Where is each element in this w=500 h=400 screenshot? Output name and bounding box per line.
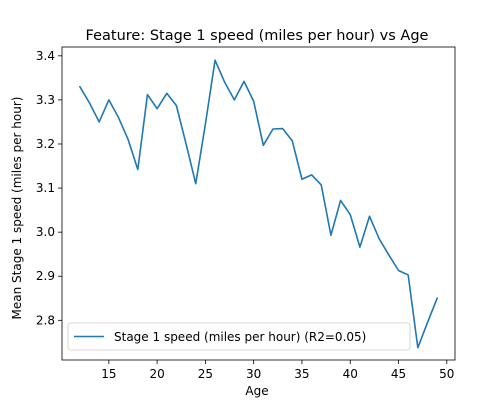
x-tick-label: 30 — [246, 367, 261, 381]
x-axis: 15 20 25 30 35 40 45 50 — [101, 360, 454, 381]
y-axis-label: Mean Stage 1 speed (miles per hour) — [10, 97, 24, 320]
y-tick-label: 2.8 — [36, 313, 55, 327]
y-tick-label: 3.1 — [36, 181, 55, 195]
plot-frame — [61, 46, 456, 361]
x-tick-label: 45 — [391, 367, 406, 381]
plot-area: 15 20 25 30 35 40 45 50 2.8 2.9 3.0 3.1 3.2 3.3 3.4 — [36, 46, 456, 381]
legend-label: Stage 1 speed (miles per hour) (R2=0.05) — [114, 330, 366, 344]
y-tick-label: 3.0 — [36, 225, 55, 239]
legend-box — [67, 322, 411, 351]
y-tick-label: 3.2 — [36, 137, 55, 151]
x-tick-label: 20 — [149, 367, 164, 381]
legend: Stage 1 speed (miles per hour) (R2=0.05) — [67, 322, 411, 351]
x-tick-label: 40 — [343, 367, 358, 381]
series-line — [79, 59, 438, 349]
x-tick-label: 50 — [439, 367, 454, 381]
y-tick-label: 3.3 — [36, 93, 55, 107]
x-tick-label: 35 — [294, 367, 309, 381]
x-tick-label: 15 — [101, 367, 116, 381]
chart-title: Feature: Stage 1 speed (miles per hour) … — [86, 28, 429, 44]
x-tick-label: 25 — [198, 367, 213, 381]
y-axis: 2.8 2.9 3.0 3.1 3.2 3.3 3.4 — [36, 49, 62, 327]
y-tick-label: 3.4 — [36, 49, 55, 63]
x-axis-label: Age — [245, 384, 268, 398]
y-tick-label: 2.9 — [36, 269, 55, 283]
